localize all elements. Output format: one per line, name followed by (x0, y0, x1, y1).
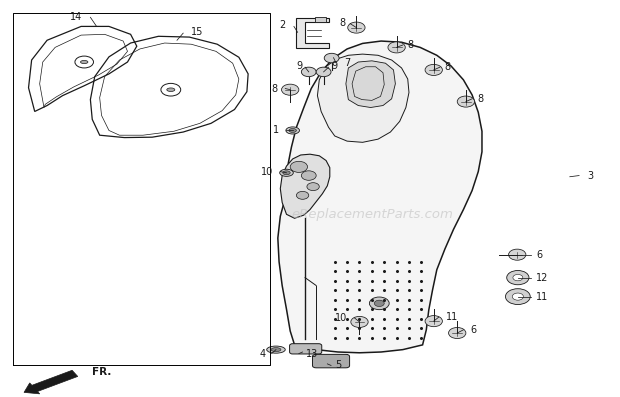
Circle shape (324, 53, 339, 63)
Circle shape (457, 96, 474, 107)
Text: 4: 4 (259, 349, 265, 359)
Circle shape (513, 274, 523, 281)
Text: FR.: FR. (92, 367, 112, 377)
Ellipse shape (289, 129, 296, 133)
Circle shape (290, 161, 308, 172)
Text: 8: 8 (445, 62, 451, 72)
Circle shape (448, 328, 466, 339)
Ellipse shape (283, 171, 290, 175)
Bar (315, 17, 326, 23)
Text: 12: 12 (536, 273, 549, 283)
Circle shape (301, 171, 316, 180)
Polygon shape (346, 61, 396, 108)
Text: 1: 1 (273, 125, 279, 135)
Circle shape (307, 183, 319, 191)
Circle shape (281, 84, 299, 95)
Polygon shape (278, 41, 482, 353)
Circle shape (316, 67, 331, 77)
Polygon shape (280, 154, 330, 218)
Text: 7: 7 (345, 58, 351, 68)
Text: 9: 9 (331, 61, 337, 71)
Text: 6: 6 (471, 325, 477, 335)
Text: 11: 11 (536, 292, 549, 302)
FancyArrow shape (24, 370, 78, 394)
Text: 8: 8 (477, 94, 483, 104)
Text: 6: 6 (536, 250, 542, 260)
Text: eReplacementParts.com: eReplacementParts.com (291, 208, 453, 221)
Ellipse shape (81, 60, 88, 64)
Circle shape (507, 270, 529, 285)
Text: 8: 8 (340, 18, 346, 28)
Ellipse shape (271, 348, 281, 352)
Circle shape (351, 316, 368, 328)
Text: 10: 10 (335, 313, 347, 323)
Text: 3: 3 (587, 171, 593, 181)
Circle shape (374, 300, 384, 306)
Text: 2: 2 (279, 20, 285, 30)
Text: 14: 14 (70, 12, 82, 21)
FancyBboxPatch shape (290, 344, 322, 354)
Circle shape (301, 67, 316, 77)
Circle shape (296, 191, 309, 199)
Ellipse shape (267, 346, 285, 353)
Circle shape (425, 64, 443, 75)
Text: 5: 5 (335, 360, 341, 370)
Circle shape (388, 42, 405, 53)
Polygon shape (296, 19, 329, 48)
Polygon shape (317, 54, 409, 142)
Circle shape (348, 22, 365, 33)
Text: 13: 13 (306, 349, 319, 359)
Ellipse shape (167, 88, 175, 91)
FancyBboxPatch shape (312, 355, 350, 368)
Circle shape (425, 316, 443, 327)
Circle shape (370, 297, 389, 310)
Circle shape (505, 289, 530, 304)
Circle shape (508, 249, 526, 260)
Circle shape (512, 293, 523, 300)
Text: 9: 9 (296, 61, 303, 71)
Text: 15: 15 (191, 27, 203, 37)
Text: 8: 8 (272, 83, 278, 94)
Text: 10: 10 (260, 167, 273, 177)
Text: 8: 8 (408, 40, 414, 50)
Text: 11: 11 (446, 312, 458, 322)
Ellipse shape (286, 127, 299, 134)
Ellipse shape (280, 169, 293, 176)
